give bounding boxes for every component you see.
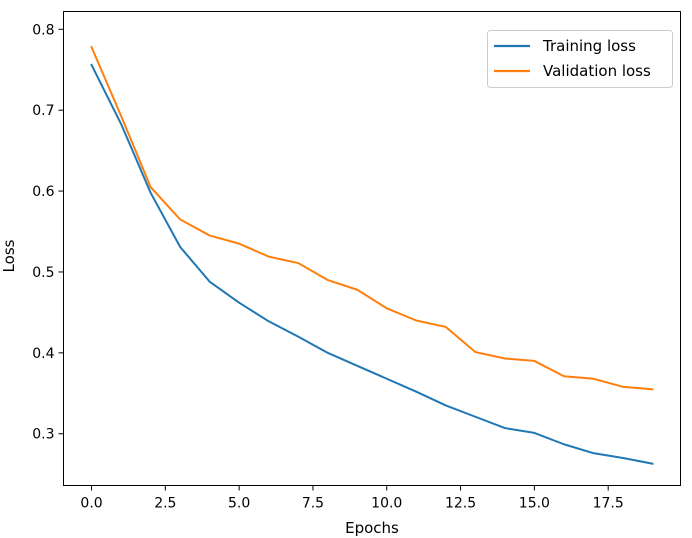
y-axis-ticks: 0.3 0.4 0.5 0.6 0.7 0.8 — [32, 22, 64, 443]
x-tick-label: 15.0 — [519, 496, 550, 512]
plot-area-frame — [63, 11, 681, 486]
x-tick-label: 2.5 — [154, 496, 176, 512]
x-axis-label: Epochs — [345, 519, 399, 537]
legend-label-training-loss: Training loss — [542, 37, 636, 55]
y-tick-label: 0.5 — [32, 265, 54, 281]
y-tick-label: 0.6 — [32, 184, 54, 200]
legend-label-validation-loss: Validation loss — [543, 62, 651, 80]
y-axis-label: Loss — [0, 239, 18, 272]
x-tick-label: 10.0 — [371, 496, 402, 512]
x-tick-label: 17.5 — [593, 496, 624, 512]
x-tick-label: 12.5 — [445, 496, 476, 512]
y-tick-label: 0.4 — [32, 346, 54, 362]
series-lines — [90, 45, 654, 465]
legend-box — [487, 30, 673, 88]
x-tick-label: 0.0 — [80, 496, 102, 512]
series-line-validation-loss — [90, 45, 654, 391]
series-line-training-loss — [90, 63, 654, 465]
x-tick-label: 7.5 — [302, 496, 324, 512]
x-tick-label: 5.0 — [228, 496, 250, 512]
legend: Training loss Validation loss — [487, 30, 673, 88]
x-axis-ticks: 0.0 2.5 5.0 7.5 10.0 12.5 15.0 17.5 — [80, 485, 624, 512]
y-tick-label: 0.8 — [32, 22, 54, 38]
y-tick-label: 0.3 — [32, 427, 54, 443]
y-tick-label: 0.7 — [32, 103, 54, 119]
